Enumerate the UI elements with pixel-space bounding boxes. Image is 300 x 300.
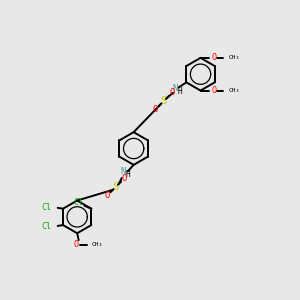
- Text: O: O: [153, 105, 158, 114]
- Text: Cl: Cl: [73, 198, 83, 207]
- Text: Cl: Cl: [42, 203, 52, 212]
- Text: CH₃: CH₃: [229, 88, 240, 93]
- Text: O: O: [74, 240, 79, 249]
- Text: CH₃: CH₃: [92, 242, 103, 247]
- Text: O: O: [212, 86, 217, 95]
- Text: N: N: [120, 167, 126, 176]
- Text: S: S: [161, 96, 167, 106]
- Text: O: O: [105, 191, 110, 200]
- Text: O: O: [169, 88, 175, 97]
- Text: O: O: [212, 53, 217, 62]
- Text: Cl: Cl: [42, 222, 52, 231]
- Text: O: O: [122, 174, 127, 183]
- Text: S: S: [113, 182, 119, 192]
- Text: H: H: [125, 170, 130, 179]
- Text: CH₃: CH₃: [229, 56, 240, 60]
- Text: N: N: [172, 84, 178, 93]
- Text: H: H: [178, 87, 182, 96]
